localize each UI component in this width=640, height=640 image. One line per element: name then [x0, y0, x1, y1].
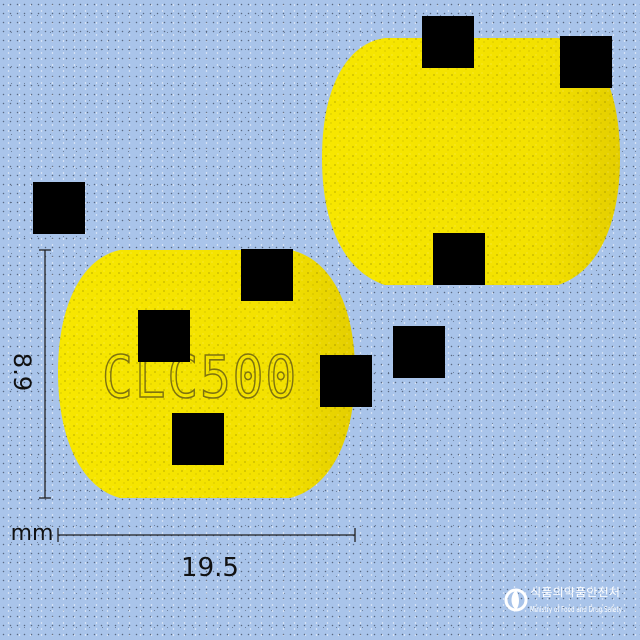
width-dimension [57, 528, 356, 542]
redaction-blocks [33, 16, 612, 465]
redaction-block [33, 182, 85, 234]
redaction-block [241, 249, 293, 301]
width-value: 19.5 [181, 553, 239, 583]
redaction-block [560, 36, 612, 88]
height-value: 8.9 [8, 353, 36, 391]
mfds-emblem-icon [504, 588, 528, 612]
redaction-block [393, 326, 445, 378]
redaction-block [433, 233, 485, 285]
logo-english-name: Ministry of Food and Drug Safety [530, 605, 622, 614]
redaction-block [320, 355, 372, 407]
redaction-block [422, 16, 474, 68]
mfds-logo: 식품의약품안전처 Ministry of Food and Drug Safet… [504, 585, 622, 614]
redaction-block [172, 413, 224, 465]
tablet-front: CLC500 [58, 250, 355, 498]
height-dimension [39, 249, 51, 499]
tablet-imprint: CLC500 [102, 343, 298, 411]
logo-korean-name: 식품의약품안전처 [530, 585, 620, 599]
redaction-block [138, 310, 190, 362]
tablet-back [322, 38, 620, 285]
unit-label: mm [11, 521, 54, 546]
